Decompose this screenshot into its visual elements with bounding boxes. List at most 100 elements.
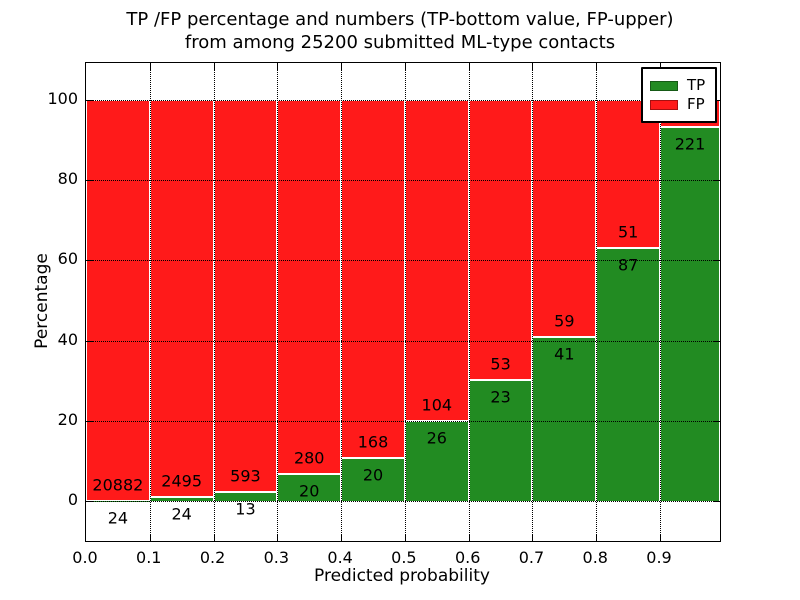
tp-swatch-icon: [650, 80, 678, 91]
x-axis-tick-top: [149, 63, 151, 70]
x-axis-tick-top: [213, 63, 215, 70]
x-axis-tick-top: [532, 63, 534, 70]
vertical-gridline: [341, 63, 343, 541]
bar-segment-tp: [468, 379, 533, 501]
y-axis-tick-right: [713, 260, 720, 262]
bar-segment-fp: [149, 100, 214, 498]
tp-count-label: 87: [617, 255, 639, 275]
y-axis-tick-right: [713, 340, 720, 342]
fp-count-label: 53: [490, 354, 511, 374]
x-axis-tick-top: [341, 63, 343, 70]
x-axis-label: Predicted probability: [314, 566, 490, 586]
x-axis-tick: [213, 534, 215, 541]
bar-segment-tp: [341, 458, 405, 501]
x-axis-tick-top: [404, 63, 406, 70]
x-tick-label: 0.2: [199, 548, 226, 567]
fp-count-label: 280: [293, 448, 325, 468]
tp-count-label: 221: [674, 134, 706, 154]
legend-entry-fp: FP: [650, 96, 710, 113]
fp-count-label: 51: [617, 222, 639, 242]
y-axis-tick: [86, 100, 93, 101]
bar-segment-fp: [468, 100, 533, 380]
horizontal-gridline: [86, 260, 720, 262]
vertical-gridline: [213, 63, 215, 541]
tp-count-label: 41: [554, 344, 575, 364]
chart-title-line1: TP /FP percentage and numbers (TP-bottom…: [126, 9, 674, 30]
y-axis-label: Percentage: [32, 253, 52, 349]
vertical-gridline: [277, 63, 279, 541]
x-tick-label: 0.5: [391, 548, 417, 567]
tp-count-label: 13: [235, 499, 256, 519]
bar-segment-fp: [213, 100, 278, 493]
bar-segment-tp: [596, 248, 660, 501]
x-tick-label: 0.4: [327, 548, 353, 567]
y-axis-tick-right: [713, 501, 720, 502]
horizontal-gridline: [86, 501, 720, 502]
y-axis-tick: [86, 501, 93, 502]
tp-count-label: 20: [362, 465, 384, 485]
vertical-gridline: [468, 63, 470, 541]
y-tick-label: 0: [67, 490, 78, 509]
y-axis-tick: [86, 340, 93, 342]
y-tick-label: 60: [57, 249, 78, 269]
chart-title: TP /FP percentage and numbers (TP-bottom…: [0, 8, 800, 54]
x-axis-tick-top: [596, 63, 598, 70]
plot-area: 20882 24 2495 24 593 13 280 20 168 20 104 26 53 23 59 4…: [85, 62, 721, 542]
y-tick-label: 100: [47, 89, 78, 108]
x-axis-tick-top: [468, 63, 470, 70]
x-tick-label: 0.8: [582, 548, 608, 567]
y-axis-tick: [86, 420, 93, 422]
fp-swatch-icon: [650, 99, 678, 110]
vertical-gridline: [404, 63, 406, 541]
y-axis-tick: [86, 180, 93, 182]
legend: TP FP: [641, 67, 717, 123]
horizontal-gridline: [86, 420, 720, 422]
fp-count-label: 104: [421, 395, 453, 415]
y-tick-label: 80: [57, 169, 78, 189]
y-axis-tick-right: [713, 420, 720, 422]
bar-segment-fp: [341, 100, 405, 459]
x-axis-tick: [149, 534, 151, 541]
chart-title-line2: from among 25200 submitted ML-type conta…: [184, 32, 616, 53]
legend-entry-tp: TP: [650, 77, 710, 94]
fp-count-label: 20882: [92, 475, 144, 495]
horizontal-gridline: [86, 100, 720, 101]
tp-count-label: 24: [107, 508, 129, 528]
legend-label-fp: FP: [687, 95, 705, 113]
bar-segment-fp: [86, 100, 150, 501]
x-axis-tick: [660, 534, 662, 541]
fp-count-label: 59: [554, 311, 575, 331]
horizontal-gridline: [86, 180, 720, 182]
tp-count-label: 20: [299, 481, 320, 501]
x-axis-tick: [468, 534, 470, 541]
bar-segment-fp: [277, 100, 342, 475]
fp-count-label: 593: [230, 466, 261, 486]
y-tick-label: 20: [57, 409, 78, 429]
x-axis-tick-top: [277, 63, 279, 70]
x-axis-tick-top: [660, 63, 662, 70]
bar-segment-fp: [532, 100, 597, 337]
fp-count-label: 2495: [161, 471, 203, 491]
y-tick-label: 40: [57, 329, 78, 349]
bar-segment-fp: [596, 100, 660, 249]
tp-count-label: 24: [171, 504, 192, 524]
tp-count-label: 23: [490, 387, 511, 407]
vertical-gridline: [532, 63, 534, 541]
x-axis-tick: [532, 534, 534, 541]
x-axis-tick: [404, 534, 406, 541]
vertical-gridline: [660, 63, 662, 541]
x-axis-tick: [341, 534, 343, 541]
tp-count-label: 26: [426, 428, 447, 448]
y-axis-tick: [86, 260, 93, 262]
x-tick-label: 0.6: [454, 548, 481, 567]
y-axis-tick-right: [713, 180, 720, 182]
fp-count-label: 168: [357, 432, 389, 452]
x-tick-label: 0.0: [72, 548, 98, 567]
x-tick-label: 0.3: [263, 548, 290, 567]
x-tick-label: 0.1: [136, 548, 162, 567]
vertical-gridline: [596, 63, 598, 541]
bar-segment-tp: [660, 127, 720, 501]
x-axis-tick: [596, 534, 598, 541]
legend-label-tp: TP: [687, 76, 706, 94]
x-tick-label: 0.9: [646, 548, 672, 567]
